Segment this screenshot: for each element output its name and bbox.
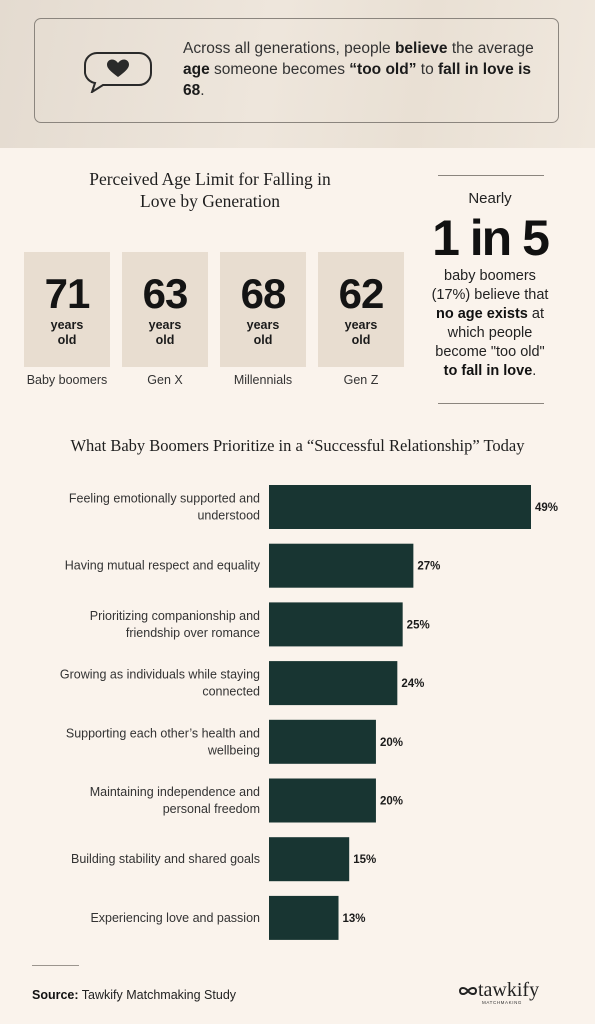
chart-title: What Baby Boomers Prioritize in a “Succe… <box>70 436 525 455</box>
logo-subtitle: MATCHMAKING <box>482 1000 523 1005</box>
stat-value: 68 <box>240 270 287 317</box>
stat-value: 63 <box>142 270 189 317</box>
source-note: Source: Tawkify Matchmaking Study <box>32 988 236 1002</box>
side-stat-body: baby boomers (17%) believe that no age e… <box>420 267 560 381</box>
category-label: understood <box>197 509 260 523</box>
bar-value-label: 20% <box>380 796 403 808</box>
heart-speech-bubble-icon <box>84 52 152 93</box>
bar <box>269 837 350 882</box>
stat-value: 71 <box>44 270 91 317</box>
side-line: which people <box>447 325 533 341</box>
callout-text-part: to <box>416 61 438 78</box>
category-label: Having mutual respect and equality <box>65 559 261 573</box>
age-title-line-2: Love by Generation <box>140 191 280 211</box>
bar-value-label: 13% <box>343 913 366 925</box>
stat-value: 62 <box>338 270 385 317</box>
stat-card-millennials: 68 years old <box>220 252 306 367</box>
stat-unit: years <box>148 318 182 332</box>
stat-label-baby-boomers: Baby boomers <box>26 373 108 387</box>
bar <box>269 661 398 706</box>
callout-text-part: “too old” <box>349 61 417 78</box>
bar-value-label: 15% <box>353 854 376 866</box>
category-label: Growing as individuals while staying <box>60 668 260 682</box>
bar-chart: 49% Feeling emotionally supported and unde… <box>60 485 558 940</box>
side-line: become "too old" <box>435 344 545 360</box>
bar <box>269 895 339 940</box>
side-line: (17%) believe that <box>431 287 549 303</box>
side-line-tail: at <box>527 306 544 322</box>
bar <box>269 543 414 588</box>
side-bold: no age exists <box>436 306 528 322</box>
callout-text-part: believe <box>394 40 448 57</box>
bar <box>269 602 403 647</box>
logo-name: tawkify <box>478 979 540 1001</box>
bar-value-label: 27% <box>417 561 440 573</box>
side-line-tail: . <box>532 363 537 379</box>
stat-unit: old <box>253 333 273 347</box>
bar <box>269 719 376 764</box>
bar-value-label: 49% <box>535 502 558 514</box>
side-line: no age exists at <box>420 305 560 324</box>
hero-banner <box>0 0 595 148</box>
category-label: Feeling emotionally supported and <box>69 492 260 506</box>
callout-text-part: the average <box>447 40 534 57</box>
category-label: Prioritizing companionship and <box>90 609 260 623</box>
side-line: baby boomers <box>444 268 536 284</box>
category-label: personal freedom <box>163 802 260 816</box>
stat-card-gen-x: 63 years old <box>122 252 208 367</box>
callout-text-part: fall in love is 68 <box>183 61 532 99</box>
tawkify-logo: tawkify MATCHMAKING <box>458 979 539 1005</box>
side-divider-top <box>438 175 544 176</box>
stat-label-gen-x: Gen X <box>147 373 183 387</box>
callout-text-part: age <box>183 61 210 78</box>
bar-value-label: 25% <box>407 619 430 631</box>
stat-label-millennials: Millennials <box>233 373 293 387</box>
category-label: Maintaining independence and <box>90 785 260 799</box>
stat-unit: years <box>344 318 378 332</box>
category-label: Experiencing love and passion <box>90 911 260 925</box>
source-label: Source: <box>32 988 79 1002</box>
callout-text: Across all generations, people believe t… <box>183 38 543 101</box>
bar-value-label: 20% <box>380 737 403 749</box>
callout-text-part: Across all generations, people <box>183 40 395 57</box>
bar <box>269 778 376 823</box>
footer-divider <box>32 965 79 966</box>
stat-unit: years <box>50 318 84 332</box>
stat-label-gen-z: Gen Z <box>343 373 379 387</box>
side-nearly-text: Nearly <box>468 190 512 207</box>
category-label: Building stability and shared goals <box>71 852 260 866</box>
tawkify-logo-icon <box>458 987 478 995</box>
side-line: to fall in love. <box>420 362 560 381</box>
age-title-line-1: Perceived Age Limit for Falling in <box>89 169 331 189</box>
source-text: Tawkify Matchmaking Study <box>78 988 237 1002</box>
callout-box: Across all generations, people believe t… <box>34 18 559 123</box>
side-bold: to fall in love <box>443 363 533 379</box>
age-section-title: Perceived Age Limit for Falling in Love … <box>60 168 360 212</box>
stat-unit: old <box>351 333 371 347</box>
category-label: connected <box>202 685 260 699</box>
bar-value-label: 24% <box>401 678 424 690</box>
stat-unit: old <box>155 333 175 347</box>
stat-unit: old <box>57 333 77 347</box>
side-big-stat: 1 in 5 <box>432 210 550 266</box>
stat-unit: years <box>246 318 280 332</box>
stat-card-baby-boomers: 71 years old <box>24 252 110 367</box>
side-divider-bottom <box>438 403 544 404</box>
bar <box>269 485 531 529</box>
callout-text-part: . <box>200 82 205 99</box>
stat-card-gen-z: 62 years old <box>318 252 404 367</box>
category-label: Supporting each other’s health and <box>66 726 260 740</box>
category-label: wellbeing <box>207 743 260 757</box>
callout-text-part: someone becomes <box>209 61 350 78</box>
category-label: friendship over romance <box>126 626 260 640</box>
